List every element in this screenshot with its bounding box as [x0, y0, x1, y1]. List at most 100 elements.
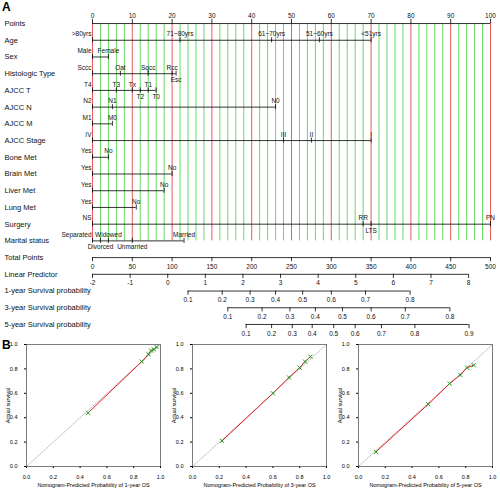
svg-text:Sqcc: Sqcc [141, 64, 156, 72]
svg-text:1.0: 1.0 [323, 474, 331, 480]
svg-text:Actual survival: Actual survival [171, 388, 177, 423]
svg-text:Sccc: Sccc [77, 64, 92, 71]
svg-text:III: III [281, 131, 287, 138]
svg-text:0.2: 0.2 [381, 474, 389, 480]
svg-text:4: 4 [316, 279, 320, 286]
svg-text:0.8: 0.8 [130, 474, 138, 480]
svg-text:0.6: 0.6 [351, 330, 360, 337]
svg-text:0.1: 0.1 [183, 296, 192, 303]
svg-text:T4: T4 [84, 80, 92, 87]
svg-text:AJCC N: AJCC N [5, 103, 32, 112]
svg-text:6: 6 [392, 279, 396, 286]
svg-text:50: 50 [288, 12, 296, 19]
svg-text:400: 400 [405, 263, 416, 270]
svg-text:Married: Married [173, 231, 195, 238]
svg-text:N0: N0 [271, 97, 280, 104]
svg-text:Yes: Yes [81, 181, 92, 188]
svg-text:Points: Points [5, 19, 26, 28]
svg-text:0.4: 0.4 [76, 474, 84, 480]
svg-text:500: 500 [485, 263, 496, 270]
svg-text:40: 40 [248, 12, 256, 19]
svg-text:0.6: 0.6 [269, 474, 277, 480]
svg-text:300: 300 [326, 263, 337, 270]
svg-text:Rcc: Rcc [166, 64, 178, 71]
svg-text:-1: -1 [127, 279, 133, 286]
svg-text:0.0: 0.0 [355, 474, 363, 480]
svg-text:1: 1 [204, 279, 208, 286]
svg-text:0.7: 0.7 [401, 313, 410, 320]
svg-text:PN: PN [486, 214, 495, 221]
svg-text:Oat: Oat [115, 64, 126, 71]
svg-text:5: 5 [354, 279, 358, 286]
svg-text:70: 70 [367, 12, 375, 19]
svg-text:30: 30 [208, 12, 216, 19]
svg-text:Surgery: Surgery [5, 220, 32, 229]
svg-text:61~70yrs: 61~70yrs [258, 30, 286, 38]
svg-text:0.6: 0.6 [367, 313, 376, 320]
svg-text:T1: T1 [144, 80, 152, 87]
svg-text:8: 8 [467, 279, 471, 286]
svg-text:0.0: 0.0 [10, 463, 18, 469]
svg-text:Female: Female [98, 47, 120, 54]
svg-text:0.8: 0.8 [296, 474, 304, 480]
svg-text:0.0: 0.0 [342, 463, 350, 469]
svg-text:T3: T3 [113, 80, 121, 87]
svg-text:1.0: 1.0 [176, 341, 184, 347]
svg-text:3-year Survival probability: 3-year Survival probability [5, 303, 92, 312]
svg-text:0.5: 0.5 [338, 313, 347, 320]
svg-text:Linear Predictor: Linear Predictor [5, 270, 58, 279]
svg-text:1.0: 1.0 [157, 474, 165, 480]
svg-text:0.2: 0.2 [258, 313, 267, 320]
svg-text:M1: M1 [82, 114, 91, 121]
svg-text:N1: N1 [108, 97, 117, 104]
svg-text:M0: M0 [108, 114, 117, 121]
svg-text:0.1: 0.1 [223, 313, 232, 320]
svg-text:100: 100 [167, 263, 178, 270]
svg-text:Male: Male [77, 47, 91, 54]
svg-text:N2: N2 [83, 97, 92, 104]
svg-text:71~80yrs: 71~80yrs [167, 30, 195, 38]
svg-text:0.3: 0.3 [288, 330, 297, 337]
svg-text:II: II [310, 131, 314, 138]
svg-text:Yes: Yes [81, 164, 92, 171]
svg-text:No: No [104, 147, 113, 154]
svg-text:10: 10 [129, 12, 137, 19]
svg-text:AJCC Stage: AJCC Stage [5, 136, 46, 145]
svg-text:Total Points: Total Points [5, 253, 44, 262]
svg-text:Esc: Esc [171, 76, 183, 83]
svg-text:Yes: Yes [81, 147, 92, 154]
svg-text:200: 200 [246, 263, 257, 270]
svg-text:T2: T2 [136, 93, 144, 100]
svg-text:Tx: Tx [129, 80, 137, 87]
svg-text:0.4: 0.4 [242, 474, 250, 480]
svg-text:No: No [160, 181, 169, 188]
svg-text:0.8: 0.8 [176, 366, 184, 372]
svg-text:Actual survival: Actual survival [5, 388, 11, 423]
svg-text:0.6: 0.6 [435, 474, 443, 480]
svg-text:-2: -2 [90, 279, 96, 286]
svg-text:150: 150 [206, 263, 217, 270]
svg-text:Yes: Yes [81, 198, 92, 205]
svg-text:0.8: 0.8 [342, 366, 350, 372]
svg-text:80: 80 [407, 12, 415, 19]
svg-text:0.1: 0.1 [242, 330, 251, 337]
svg-text:0.8: 0.8 [462, 474, 470, 480]
svg-text:0.2: 0.2 [342, 439, 350, 445]
svg-text:0.9: 0.9 [464, 330, 473, 337]
svg-text:AJCC M: AJCC M [5, 119, 33, 128]
svg-text:>80yrs: >80yrs [72, 30, 92, 38]
svg-text:100: 100 [485, 12, 496, 19]
svg-text:0.2: 0.2 [49, 474, 57, 480]
svg-text:0.2: 0.2 [10, 439, 18, 445]
svg-text:0.4: 0.4 [308, 330, 317, 337]
svg-text:0.0: 0.0 [189, 474, 197, 480]
svg-text:Lung Met: Lung Met [5, 203, 37, 212]
svg-text:20: 20 [168, 12, 176, 19]
svg-text:Liver Met: Liver Met [5, 186, 37, 195]
svg-text:0.4: 0.4 [271, 296, 280, 303]
svg-text:0.3: 0.3 [285, 313, 294, 320]
svg-text:No: No [132, 198, 141, 205]
svg-text:<51yrs: <51yrs [361, 30, 381, 38]
svg-text:AJCC T: AJCC T [5, 86, 32, 95]
svg-text:I: I [370, 131, 372, 138]
